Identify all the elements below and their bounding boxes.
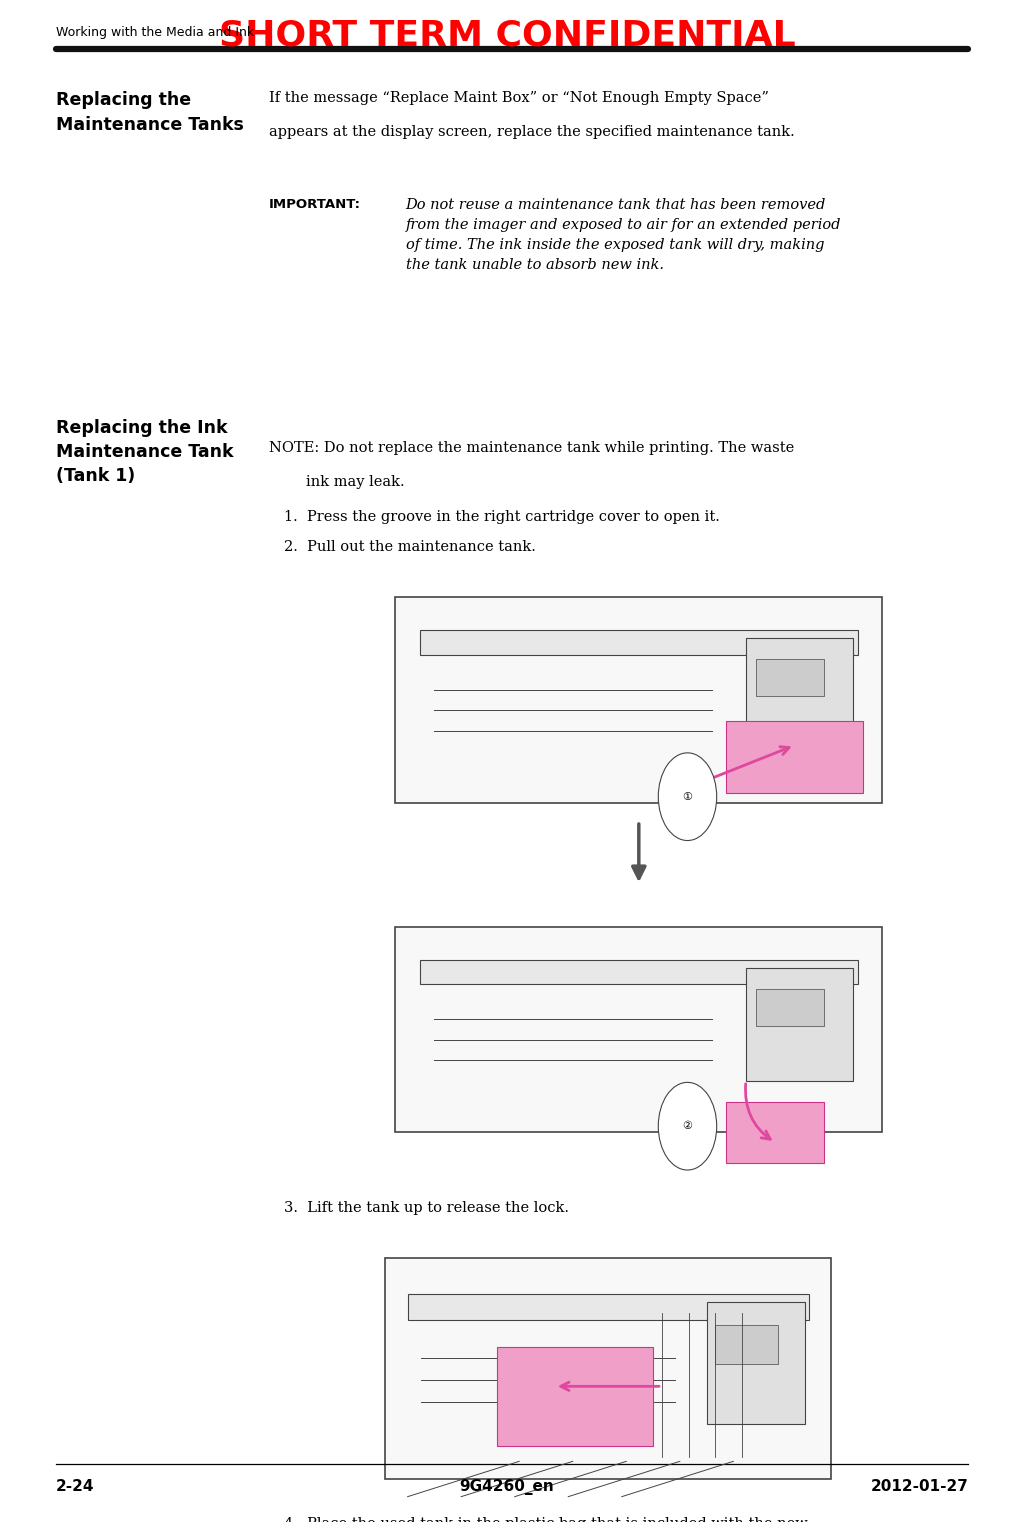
- Text: ink may leak.: ink may leak.: [269, 475, 405, 489]
- Text: Working with the Media and Ink: Working with the Media and Ink: [56, 26, 254, 40]
- Text: IMPORTANT:: IMPORTANT:: [269, 198, 361, 212]
- FancyBboxPatch shape: [726, 721, 863, 793]
- FancyBboxPatch shape: [726, 1102, 823, 1163]
- Text: ①: ①: [682, 791, 693, 802]
- FancyBboxPatch shape: [408, 1294, 809, 1320]
- FancyBboxPatch shape: [395, 927, 882, 1132]
- Text: NOTE: Do not replace the maintenance tank while printing. The waste: NOTE: Do not replace the maintenance tan…: [269, 441, 794, 455]
- FancyBboxPatch shape: [420, 960, 858, 985]
- Text: Replacing the Ink
Maintenance Tank
(Tank 1): Replacing the Ink Maintenance Tank (Tank…: [56, 419, 233, 486]
- Text: Do not reuse a maintenance tank that has been removed
from the imager and expose: Do not reuse a maintenance tank that has…: [406, 198, 841, 272]
- Text: If the message “Replace Maint Box” or “Not Enough Empty Space”: If the message “Replace Maint Box” or “N…: [269, 91, 769, 105]
- FancyBboxPatch shape: [746, 638, 853, 752]
- FancyBboxPatch shape: [755, 989, 823, 1026]
- FancyBboxPatch shape: [395, 597, 882, 802]
- Text: 9G4260_en: 9G4260_en: [459, 1479, 555, 1496]
- Text: 2012-01-27: 2012-01-27: [870, 1479, 968, 1495]
- Text: 4.  Place the used tank in the plastic bag that is included with the new: 4. Place the used tank in the plastic ba…: [284, 1517, 808, 1522]
- Text: appears at the display screen, replace the specified maintenance tank.: appears at the display screen, replace t…: [269, 125, 794, 139]
- Text: ②: ②: [682, 1122, 693, 1131]
- Text: Replacing the
Maintenance Tanks: Replacing the Maintenance Tanks: [56, 91, 243, 134]
- Text: 2-24: 2-24: [56, 1479, 94, 1495]
- FancyBboxPatch shape: [497, 1347, 653, 1446]
- FancyBboxPatch shape: [385, 1259, 831, 1479]
- FancyBboxPatch shape: [746, 968, 853, 1081]
- FancyBboxPatch shape: [420, 630, 858, 654]
- FancyBboxPatch shape: [707, 1303, 805, 1425]
- Circle shape: [658, 1082, 717, 1170]
- Text: 1.  Press the groove in the right cartridge cover to open it.: 1. Press the groove in the right cartrid…: [284, 510, 720, 524]
- FancyBboxPatch shape: [755, 659, 823, 696]
- Circle shape: [658, 753, 717, 840]
- Text: 2.  Pull out the maintenance tank.: 2. Pull out the maintenance tank.: [284, 540, 535, 554]
- Text: SHORT TERM CONFIDENTIAL: SHORT TERM CONFIDENTIAL: [219, 18, 795, 52]
- Text: 3.  Lift the tank up to release the lock.: 3. Lift the tank up to release the lock.: [284, 1201, 569, 1215]
- FancyBboxPatch shape: [716, 1324, 778, 1364]
